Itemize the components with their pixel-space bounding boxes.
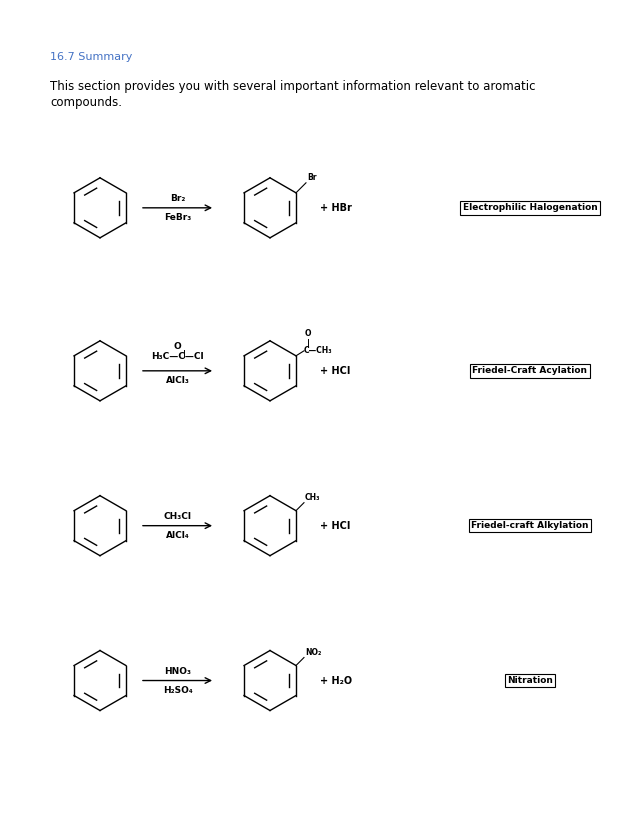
Text: AlCl₃: AlCl₃ — [166, 376, 190, 385]
Text: CH₃Cl: CH₃Cl — [164, 512, 192, 521]
Text: O: O — [174, 341, 181, 350]
Text: + HCl: + HCl — [320, 366, 350, 376]
Text: O: O — [305, 328, 311, 338]
Text: compounds.: compounds. — [50, 96, 122, 109]
Text: FeBr₃: FeBr₃ — [164, 213, 191, 222]
Text: Friedel-Craft Acylation: Friedel-Craft Acylation — [472, 366, 588, 376]
Text: CH₃: CH₃ — [305, 493, 321, 502]
Text: + H₂O: + H₂O — [320, 676, 352, 685]
Text: + HCl: + HCl — [320, 521, 350, 531]
Text: H₂SO₄: H₂SO₄ — [163, 685, 192, 694]
Text: C—CH₃: C—CH₃ — [304, 346, 333, 355]
Text: This section provides you with several important information relevant to aromati: This section provides you with several i… — [50, 80, 536, 93]
Text: Nitration: Nitration — [507, 676, 553, 685]
Text: NO₂: NO₂ — [305, 648, 321, 657]
Text: Friedel-craft Alkylation: Friedel-craft Alkylation — [471, 521, 589, 531]
Text: Br₂: Br₂ — [170, 194, 185, 203]
Text: Br: Br — [307, 173, 316, 182]
Text: Electrophilic Halogenation: Electrophilic Halogenation — [462, 203, 597, 213]
Text: H₃C—C—Cl: H₃C—C—Cl — [151, 352, 204, 361]
Text: 16.7 Summary: 16.7 Summary — [50, 52, 132, 62]
Text: HNO₃: HNO₃ — [164, 667, 191, 676]
Text: AlCl₄: AlCl₄ — [166, 531, 190, 540]
Text: + HBr: + HBr — [320, 203, 352, 213]
